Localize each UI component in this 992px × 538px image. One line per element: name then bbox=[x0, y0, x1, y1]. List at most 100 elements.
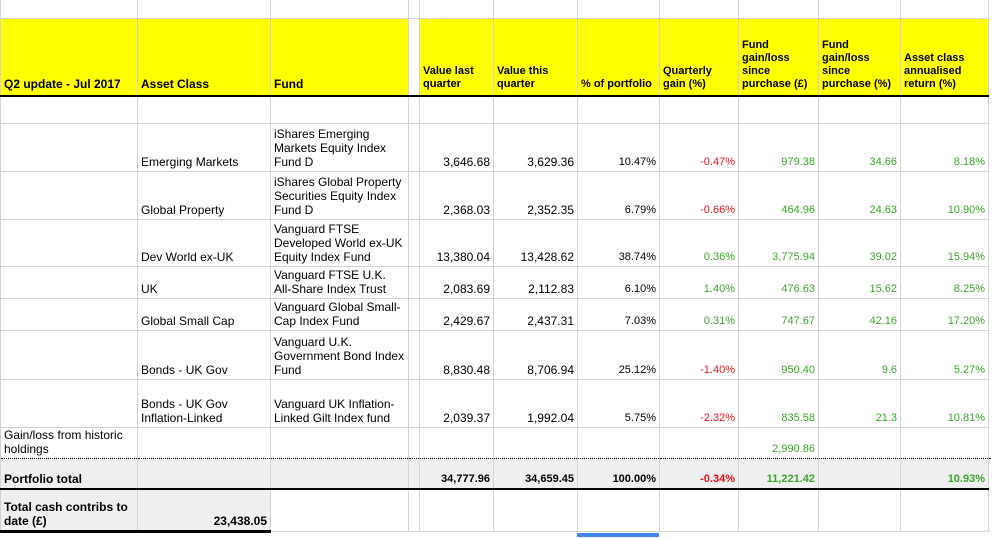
cell-total-fund-gain-gbp[interactable]: 11,221.42 bbox=[738, 458, 819, 490]
cell-blank[interactable] bbox=[659, 95, 739, 124]
cell-asset-class[interactable]: Dev World ex-UK bbox=[137, 218, 271, 267]
cell-fund-name[interactable]: iShares Global Property Securities Equit… bbox=[270, 170, 409, 220]
cell-quarterly-gain[interactable]: -0.47% bbox=[659, 122, 739, 172]
cell-blank[interactable] bbox=[659, 426, 739, 459]
cell-value-last[interactable]: 2,039.37 bbox=[419, 378, 494, 428]
header-fund-gain-pct[interactable]: Fund gain/loss since purchase (%) bbox=[818, 17, 901, 97]
header-annualised-return[interactable]: Asset class annualised return (%) bbox=[900, 17, 989, 97]
cell-blank[interactable] bbox=[419, 426, 494, 459]
cell-value-last[interactable]: 13,380.04 bbox=[419, 218, 494, 267]
cell-fund-gain-gbp[interactable]: 476.63 bbox=[738, 265, 819, 299]
cell-cash-label[interactable]: Total cash contribs to date (£) bbox=[0, 488, 138, 533]
cell-value-this[interactable]: 2,437.31 bbox=[493, 297, 578, 331]
cell-blank[interactable] bbox=[419, 488, 494, 532]
cell-blank[interactable] bbox=[0, 378, 138, 428]
cell-blank[interactable] bbox=[818, 95, 901, 124]
cell-pct-portfolio[interactable]: 38.74% bbox=[577, 218, 660, 267]
cell-blank[interactable] bbox=[493, 0, 578, 19]
cell-pct-portfolio[interactable]: 6.10% bbox=[577, 265, 660, 299]
cell-blank[interactable] bbox=[493, 95, 578, 124]
cell-asset-class[interactable]: Bonds - UK Gov Inflation-Linked bbox=[137, 378, 271, 428]
cell-asset-class[interactable]: Bonds - UK Gov bbox=[137, 329, 271, 380]
cell-blank[interactable] bbox=[137, 0, 271, 19]
cell-pct-portfolio[interactable]: 10.47% bbox=[577, 122, 660, 172]
cell-total-annualised-return[interactable]: 10.93% bbox=[900, 458, 989, 490]
cell-fund-name[interactable]: Vanguard Global Small-Cap Index Fund bbox=[270, 297, 409, 331]
cell-blank[interactable] bbox=[577, 426, 660, 459]
cell-annualised-return[interactable]: 10.90% bbox=[900, 170, 989, 220]
cell-blank[interactable] bbox=[493, 426, 578, 459]
cell-fund-gain-pct[interactable]: 21.3 bbox=[818, 378, 901, 428]
header-asset-class[interactable]: Asset Class bbox=[137, 17, 271, 97]
cell-blank[interactable] bbox=[270, 488, 409, 532]
cell-blank[interactable] bbox=[270, 0, 409, 19]
cell-blank[interactable] bbox=[270, 426, 409, 459]
cell-annualised-return[interactable]: 8.25% bbox=[900, 265, 989, 299]
cell-pct-portfolio[interactable]: 6.79% bbox=[577, 170, 660, 220]
cell-fund-gain-gbp[interactable]: 747.67 bbox=[738, 297, 819, 331]
cell-fund-name[interactable]: Vanguard UK Inflation-Linked Gilt Index … bbox=[270, 378, 409, 428]
cell-blank[interactable] bbox=[577, 0, 660, 19]
cell-fund-gain-pct[interactable]: 39.02 bbox=[818, 218, 901, 267]
cell-value-last[interactable]: 2,429.67 bbox=[419, 297, 494, 331]
cell-quarterly-gain[interactable]: 0.36% bbox=[659, 218, 739, 267]
header-fund[interactable]: Fund bbox=[270, 17, 409, 97]
cell-fund-name[interactable]: iShares Emerging Markets Equity Index Fu… bbox=[270, 122, 409, 172]
cell-annualised-return[interactable]: 5.27% bbox=[900, 329, 989, 380]
cell-fund-gain-pct[interactable]: 9.6 bbox=[818, 329, 901, 380]
cell-pct-portfolio[interactable]: 7.03% bbox=[577, 297, 660, 331]
cell-total-value-this[interactable]: 34,659.45 bbox=[493, 458, 578, 490]
cell-value-last[interactable]: 2,368.03 bbox=[419, 170, 494, 220]
cell-blank[interactable] bbox=[818, 488, 901, 532]
header-fund-gain-gbp[interactable]: Fund gain/loss since purchase (£) bbox=[738, 17, 819, 97]
cell-value-this[interactable]: 3,629.36 bbox=[493, 122, 578, 172]
cell-blank[interactable] bbox=[818, 458, 901, 490]
cell-blank[interactable] bbox=[0, 297, 138, 331]
cell-value-this[interactable]: 2,352.35 bbox=[493, 170, 578, 220]
cell-annualised-return[interactable]: 17.20% bbox=[900, 297, 989, 331]
cell-blank[interactable] bbox=[419, 0, 494, 19]
cell-blank[interactable] bbox=[0, 265, 138, 299]
cell-value-this[interactable]: 13,428.62 bbox=[493, 218, 578, 267]
cell-fund-gain-gbp[interactable]: 3,775.94 bbox=[738, 218, 819, 267]
cell-blank[interactable] bbox=[137, 458, 271, 490]
cell-fund-gain-pct[interactable]: 42.16 bbox=[818, 297, 901, 331]
header-value-last[interactable]: Value last quarter bbox=[419, 17, 494, 97]
cell-fund-gain-gbp[interactable]: 835.58 bbox=[738, 378, 819, 428]
cell-blank[interactable] bbox=[818, 0, 901, 19]
cell-value-this[interactable]: 1,992.04 bbox=[493, 378, 578, 428]
cell-quarterly-gain[interactable]: -0.66% bbox=[659, 170, 739, 220]
cell-quarterly-gain[interactable]: 1.40% bbox=[659, 265, 739, 299]
cell-fund-gain-gbp[interactable]: 464.96 bbox=[738, 170, 819, 220]
cell-cash-value[interactable]: 23,438.05 bbox=[137, 488, 271, 533]
cell-blank[interactable] bbox=[0, 0, 138, 19]
cell-value-last[interactable]: 8,830.48 bbox=[419, 329, 494, 380]
cell-total-quarterly-gain[interactable]: -0.34% bbox=[659, 458, 739, 490]
cell-fund-name[interactable]: Vanguard FTSE U.K. All-Share Index Trust bbox=[270, 265, 409, 299]
cell-blank[interactable] bbox=[577, 488, 660, 532]
cell-blank[interactable] bbox=[0, 170, 138, 220]
cell-value-last[interactable]: 2,083.69 bbox=[419, 265, 494, 299]
cell-blank[interactable] bbox=[270, 95, 409, 124]
cell-blank[interactable] bbox=[659, 488, 739, 532]
cell-blank[interactable] bbox=[270, 458, 409, 490]
cell-historic-gain-gbp[interactable]: 2,990.86 bbox=[738, 426, 819, 459]
cell-blank[interactable] bbox=[0, 218, 138, 267]
cell-blank[interactable] bbox=[738, 488, 819, 532]
cell-blank[interactable] bbox=[818, 426, 901, 459]
header-value-this[interactable]: Value this quarter bbox=[493, 17, 578, 97]
header-title[interactable]: Q2 update - Jul 2017 bbox=[0, 17, 138, 97]
cell-blank[interactable] bbox=[577, 95, 660, 124]
cell-annualised-return[interactable]: 15.94% bbox=[900, 218, 989, 267]
cell-fund-gain-pct[interactable]: 34.66 bbox=[818, 122, 901, 172]
cell-value-last[interactable]: 3,646.68 bbox=[419, 122, 494, 172]
cell-fund-name[interactable]: Vanguard U.K. Government Bond Index Fund bbox=[270, 329, 409, 380]
cell-fund-gain-gbp[interactable]: 979.38 bbox=[738, 122, 819, 172]
cell-fund-gain-pct[interactable]: 24.63 bbox=[818, 170, 901, 220]
cell-blank[interactable] bbox=[900, 488, 989, 532]
cell-asset-class[interactable]: Global Property bbox=[137, 170, 271, 220]
cell-fund-gain-gbp[interactable]: 950.40 bbox=[738, 329, 819, 380]
cell-asset-class[interactable]: UK bbox=[137, 265, 271, 299]
cell-blank[interactable] bbox=[493, 488, 578, 532]
cell-blank[interactable] bbox=[137, 426, 271, 459]
